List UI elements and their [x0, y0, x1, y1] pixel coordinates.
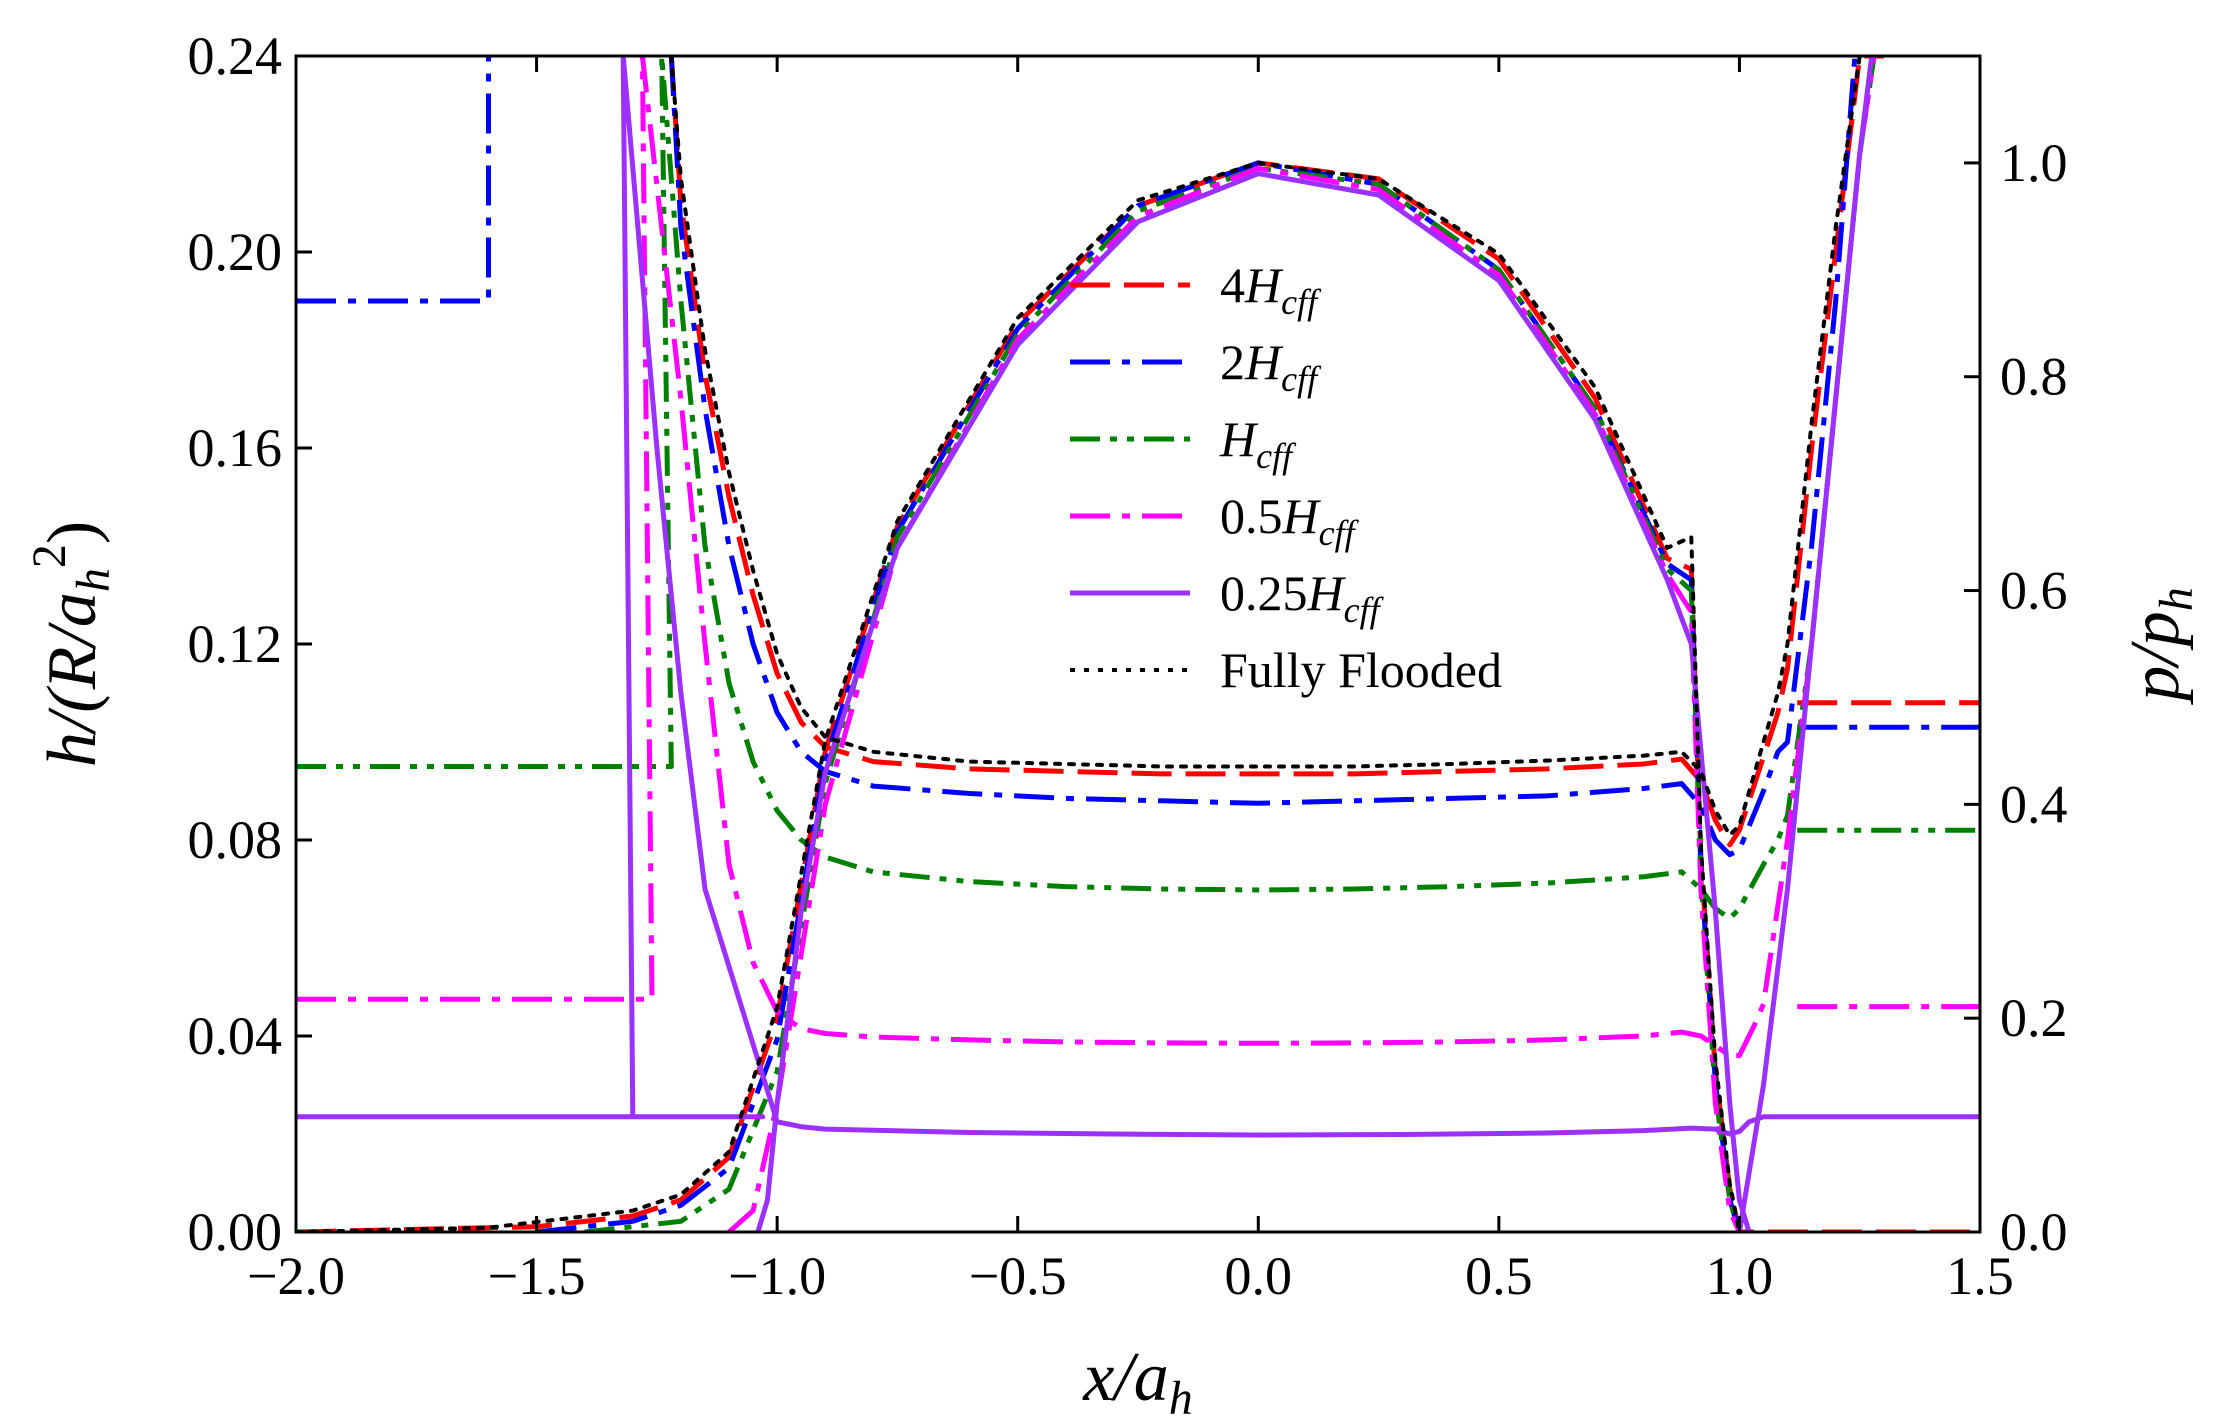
y-left-tick-label: 0.20 — [188, 222, 283, 282]
y-right-tick-label: 1.0 — [2000, 133, 2068, 193]
y-right-tick-label: 0.8 — [2000, 347, 2068, 407]
y-right-tick-label: 0.0 — [2000, 1202, 2068, 1262]
legend-label: 0.25Hcff — [1220, 565, 1385, 630]
x-tick-label: −1.0 — [728, 1246, 826, 1306]
legend-label: Hcff — [1219, 411, 1297, 476]
y-left-tick-label: 0.00 — [188, 1202, 283, 1262]
film-line-0-5h-cff — [296, 56, 1877, 1059]
svg-text:p/ph: p/ph — [2117, 587, 2203, 705]
y-left-axis-title: h/(R/ah2) — [23, 521, 120, 767]
y-right-tick-label: 0.4 — [2000, 774, 2068, 834]
legend-label: 4Hcff — [1220, 257, 1322, 322]
y-left-tick-label: 0.24 — [188, 26, 283, 86]
y-right-axis-title: p/ph — [2117, 587, 2203, 705]
y-right-tick-label: 0.2 — [2000, 988, 2068, 1048]
legend-label: 2Hcff — [1220, 334, 1322, 399]
x-tick-label: −2.0 — [247, 1246, 345, 1306]
legend-label: 0.5Hcff — [1220, 488, 1360, 553]
x-tick-label: 1.0 — [1706, 1246, 1774, 1306]
series-layer — [296, 56, 1980, 1232]
legend: 4Hcff 2Hcff Hcff 0.5Hcff 0.25Hcff Fully Flood… — [1070, 257, 1502, 698]
x-tick-label: 1.5 — [1946, 1246, 2014, 1306]
svg-text:h/(R/ah2): h/(R/ah2) — [23, 521, 120, 767]
y-left-tick-label: 0.08 — [188, 810, 283, 870]
y-left-tick-label: 0.16 — [188, 418, 283, 478]
x-tick-label: 0.5 — [1465, 1246, 1533, 1306]
y-left-tick-label: 0.04 — [188, 1006, 283, 1066]
film-line-0-25h-cff — [296, 56, 1980, 1138]
x-tick-label: −0.5 — [969, 1246, 1067, 1306]
film-line-h-cff — [296, 56, 1877, 921]
film-line-4h-cff — [668, 56, 1884, 848]
legend-label: Fully Flooded — [1220, 642, 1502, 698]
x-tick-label: 0.0 — [1225, 1246, 1293, 1306]
x-axis-title: x/ah — [1082, 1339, 1193, 1424]
y-left-tick-label: 0.12 — [188, 614, 283, 674]
film-inlet-2h-cff — [296, 56, 491, 304]
pressure-line-0-25h-cff — [755, 171, 1752, 1232]
pressure-line-fully-flooded — [296, 160, 1742, 1232]
pressure-line-2h-cff — [536, 160, 1742, 1232]
pressure-line-0-5h-cff — [727, 165, 1742, 1232]
film-line-2h-cff — [668, 56, 1858, 858]
film-rise-0-25h-cff — [1736, 56, 1875, 1232]
x-tick-label: −1.5 — [488, 1246, 586, 1306]
axes-layer: −2.0 −1.5 −1.0 −0.5 0.0 0.5 1.0 1.5 0.00 0.04 0.08… — [188, 26, 2068, 1306]
y-right-tick-label: 0.6 — [2000, 561, 2068, 621]
film-line-fully-flooded — [669, 56, 1862, 838]
